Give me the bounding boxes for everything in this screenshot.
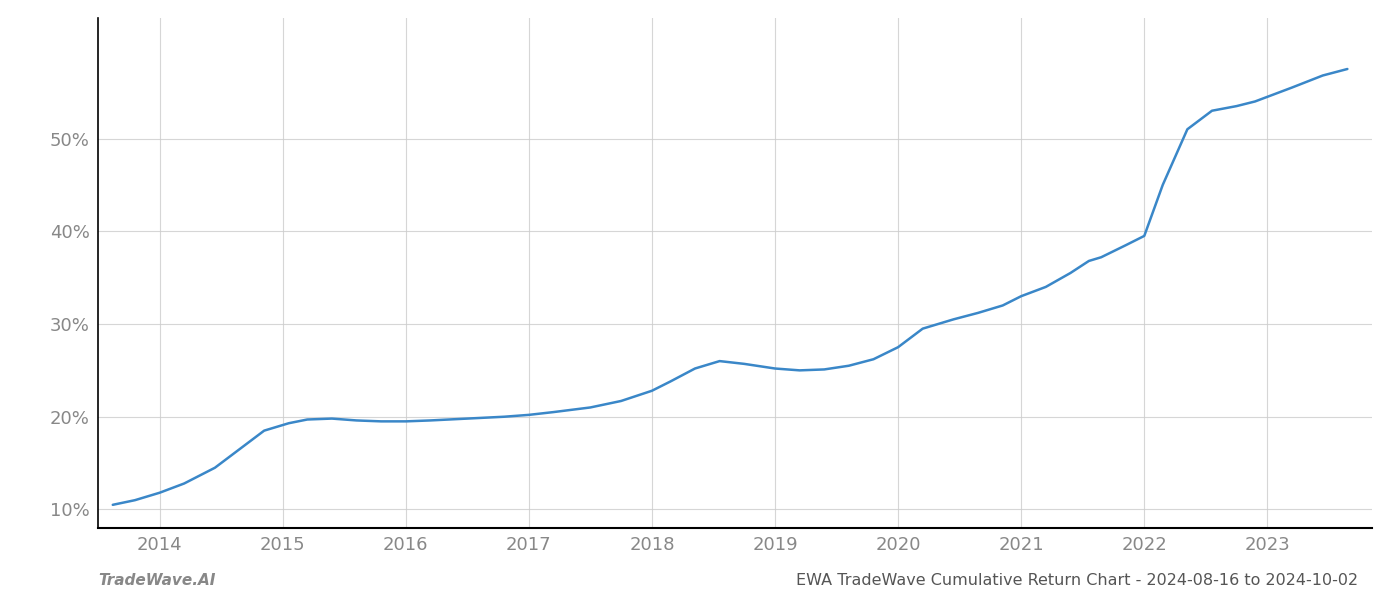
Text: EWA TradeWave Cumulative Return Chart - 2024-08-16 to 2024-10-02: EWA TradeWave Cumulative Return Chart - … bbox=[795, 573, 1358, 588]
Text: TradeWave.AI: TradeWave.AI bbox=[98, 573, 216, 588]
